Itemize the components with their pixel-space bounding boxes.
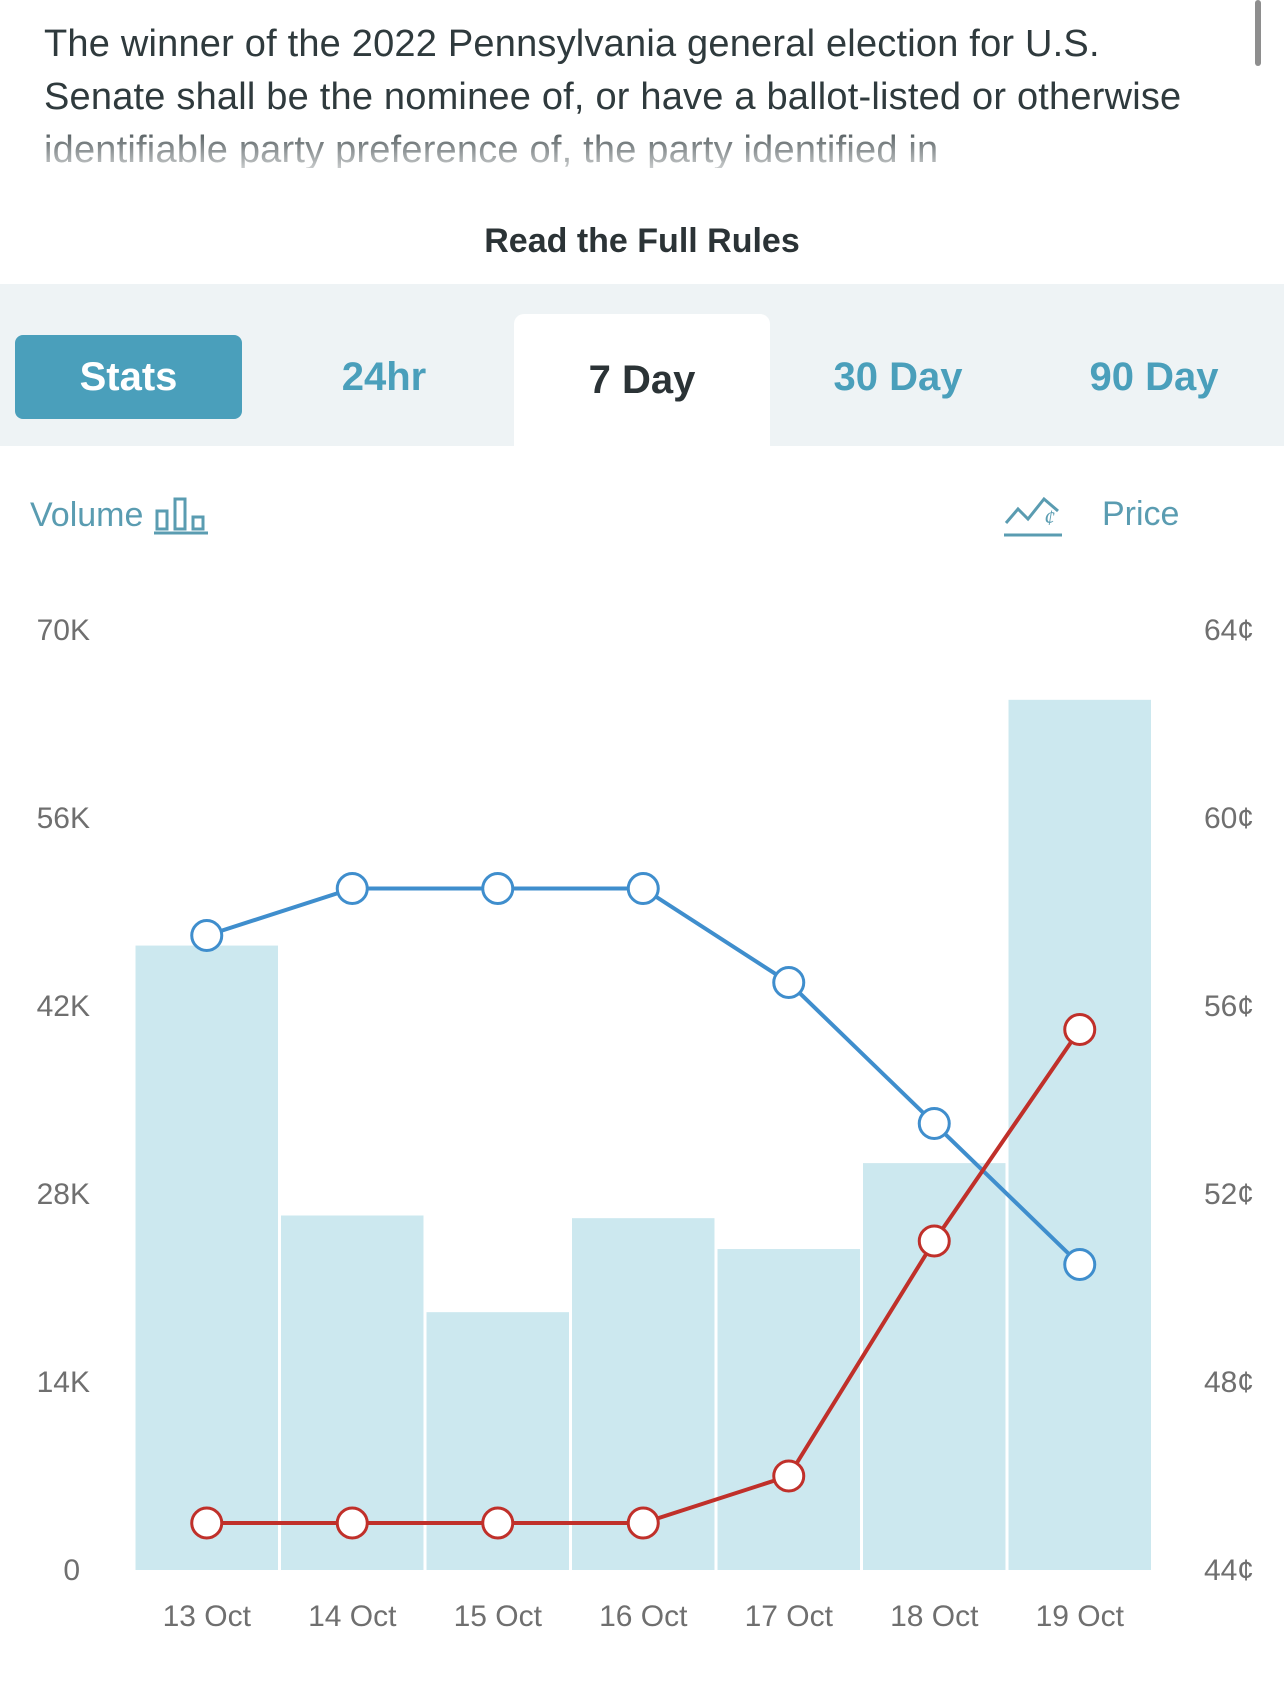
blue-price-point[interactable] — [335, 872, 369, 905]
legend-volume-label: Volume — [30, 495, 144, 534]
blue-price-point[interactable] — [481, 872, 515, 905]
volume-tick-label: 28K — [37, 1178, 90, 1211]
date-tick-label: 16 Oct — [599, 1600, 688, 1633]
date-tick-label: 17 Oct — [745, 1600, 834, 1633]
date-tick-label: 19 Oct — [1036, 1600, 1125, 1633]
read-full-rules-link[interactable]: Read the Full Rules — [484, 221, 800, 260]
bar-chart-icon — [153, 495, 213, 535]
price-tick-label: 56¢ — [1204, 990, 1254, 1023]
volume-tick-label: 70K — [37, 614, 90, 647]
price-tick-label: 52¢ — [1204, 1178, 1254, 1211]
volume-tick-label: 42K — [37, 990, 90, 1023]
blue-price-point[interactable] — [626, 872, 660, 905]
volume-price-chart: 0 14K 28K 42K 56K 70K 44¢ 48¢ 52¢ 56¢ 60¢ 64¢ 13 O… — [37, 614, 1254, 1633]
tab-7-day[interactable]: 7 Day — [514, 314, 770, 446]
scrollbar[interactable] — [1255, 0, 1261, 66]
price-axis: 44¢ 48¢ 52¢ 56¢ 60¢ 64¢ — [1204, 614, 1254, 1587]
red-price-point[interactable] — [190, 1506, 224, 1540]
volume-tick-label: 14K — [37, 1366, 90, 1399]
red-price-point[interactable] — [772, 1459, 806, 1493]
price-line-icon: ¢ — [1002, 489, 1066, 539]
blue-price-point[interactable] — [190, 919, 224, 952]
date-tick-label: 13 Oct — [163, 1600, 252, 1633]
red-price-point[interactable] — [481, 1506, 515, 1540]
volume-bars — [135, 699, 1151, 1570]
svg-text:¢: ¢ — [1044, 505, 1055, 530]
red-price-point[interactable] — [335, 1506, 369, 1540]
price-tick-label: 44¢ — [1204, 1554, 1254, 1587]
volume-tick-label: 56K — [37, 802, 90, 835]
tab-24hr[interactable]: 24hr — [341, 354, 427, 399]
date-tick-label: 15 Oct — [454, 1600, 543, 1633]
red-price-point[interactable] — [917, 1224, 951, 1258]
date-tick-label: 14 Oct — [308, 1600, 397, 1633]
price-tick-label: 64¢ — [1204, 614, 1254, 647]
price-tick-label: 48¢ — [1204, 1366, 1254, 1399]
tab-stats[interactable]: Stats — [15, 335, 242, 419]
legend-volume: Volume — [30, 495, 213, 535]
volume-axis: 0 14K 28K 42K 56K 70K — [37, 614, 90, 1587]
price-lines — [190, 872, 1097, 1540]
red-price-point[interactable] — [1063, 1013, 1097, 1046]
tab-90-day[interactable]: 90 Day — [1089, 354, 1219, 399]
blue-price-point[interactable] — [917, 1107, 951, 1140]
volume-tick-label: 0 — [63, 1554, 80, 1587]
blue-price-point[interactable] — [772, 966, 806, 999]
red-price-point[interactable] — [626, 1506, 660, 1540]
volume-bar-18-oct — [863, 1163, 1006, 1570]
volume-bar-17-oct — [717, 1249, 860, 1570]
tab-30-day[interactable]: 30 Day — [833, 354, 963, 399]
date-tick-label: 18 Oct — [890, 1600, 979, 1633]
volume-bar-19-oct — [1008, 699, 1151, 1570]
date-axis: 13 Oct 14 Oct 15 Oct 16 Oct 17 Oct 18 Oct 19 O… — [163, 1600, 1125, 1633]
rules-text: The winner of the 2022 Pennsylvania gene… — [44, 23, 1182, 168]
price-tick-label: 60¢ — [1204, 802, 1254, 835]
volume-bar-13-oct — [135, 945, 278, 1570]
legend-price-label: Price — [1102, 495, 1180, 533]
blue-price-point[interactable] — [1063, 1248, 1097, 1281]
legend-price: ¢ Price — [1004, 495, 1180, 537]
